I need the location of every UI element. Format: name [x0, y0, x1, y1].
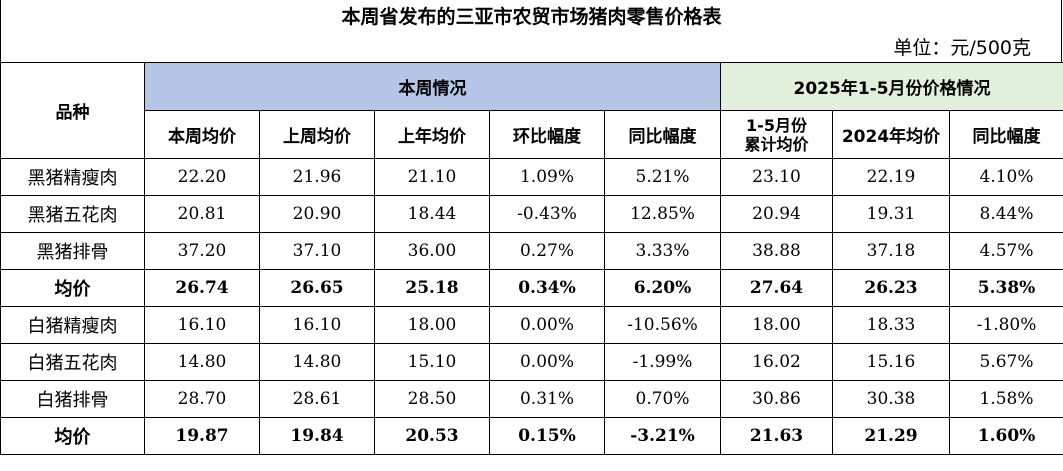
value-cell: 12.85% [603, 195, 722, 233]
value-cell: 14.80 [259, 343, 375, 381]
value-cell: 19.87 [144, 417, 260, 455]
value-cell: 19.31 [832, 195, 951, 233]
average-row: 均价 19.87 19.84 20.53 0.15% -3.21% 21.63 21.29 1.… [0, 417, 1063, 455]
column-header: 2024年均价 [832, 110, 951, 159]
value-cell: 37.10 [259, 232, 375, 270]
value-cell: 5.38% [949, 269, 1063, 307]
value-cell: 28.70 [144, 380, 260, 418]
variety-cell: 均价 [0, 417, 145, 455]
period-group-header: 2025年1-5月份价格情况 [720, 62, 1063, 111]
value-cell: 22.20 [144, 158, 260, 196]
value-cell: 28.50 [374, 380, 490, 418]
value-cell: 4.10% [949, 158, 1063, 196]
table-row: 白猪精瘦肉 16.10 16.10 18.00 0.00% -10.56% 18.00 18.… [0, 306, 1063, 344]
value-cell: 1.58% [949, 380, 1063, 418]
value-cell: 0.34% [489, 269, 605, 307]
value-cell: 38.88 [720, 232, 834, 270]
value-cell: 28.61 [259, 380, 375, 418]
table-row: 白猪排骨 28.70 28.61 28.50 0.31% 0.70% 30.86 30.38 1… [0, 380, 1063, 418]
value-cell: -3.21% [603, 417, 722, 455]
value-cell: 6.20% [603, 269, 722, 307]
value-cell: 22.19 [832, 158, 951, 196]
variety-cell: 黑猪五花肉 [0, 195, 145, 233]
table-title: 本周省发布的三亚市农贸市场猪肉零售价格表 [341, 6, 722, 28]
value-cell: 19.84 [259, 417, 375, 455]
value-cell: 14.80 [144, 343, 260, 381]
value-cell: 20.53 [374, 417, 490, 455]
variety-cell: 黑猪精瘦肉 [0, 158, 145, 196]
price-table: 品种 本周情况 2025年1-5月份价格情况 本周均价 上周均价 上年均价 环比… [0, 62, 1063, 455]
value-cell: 0.31% [489, 380, 605, 418]
value-cell: 16.10 [144, 306, 260, 344]
value-cell: 30.38 [832, 380, 951, 418]
value-cell: 26.23 [832, 269, 951, 307]
variety-cell: 白猪精瘦肉 [0, 306, 145, 344]
table-row: 黑猪五花肉 20.81 20.90 18.44 -0.43% 12.85% 20.94 19.… [0, 195, 1063, 233]
value-cell: 27.64 [720, 269, 834, 307]
variety-cell: 白猪排骨 [0, 380, 145, 418]
value-cell: 23.10 [720, 158, 834, 196]
value-cell: 26.74 [144, 269, 260, 307]
value-cell: -1.80% [949, 306, 1063, 344]
variety-cell: 均价 [0, 269, 145, 307]
value-cell: 21.63 [720, 417, 834, 455]
this-week-group-header: 本周情况 [143, 62, 722, 111]
value-cell: 0.15% [489, 417, 605, 455]
value-cell: 18.00 [720, 306, 834, 344]
value-cell: 21.10 [374, 158, 490, 196]
value-cell: 18.00 [374, 306, 490, 344]
value-cell: 5.21% [603, 158, 722, 196]
value-cell: 4.57% [949, 232, 1063, 270]
value-cell: 18.44 [374, 195, 490, 233]
column-header: 同比幅度 [603, 110, 722, 159]
table-row: 白猪五花肉 14.80 14.80 15.10 0.00% -1.99% 16.02 15.1… [0, 343, 1063, 381]
column-header: 上年均价 [374, 110, 490, 159]
variety-header: 品种 [0, 62, 145, 159]
value-cell: 5.67% [949, 343, 1063, 381]
value-cell: -0.43% [489, 195, 605, 233]
column-header: 本周均价 [144, 110, 260, 159]
value-cell: 37.20 [144, 232, 260, 270]
table-frame-top [0, 0, 1062, 62]
value-cell: 1.09% [489, 158, 605, 196]
value-cell: -1.99% [603, 343, 722, 381]
value-cell: 37.18 [832, 232, 951, 270]
value-cell: 25.18 [374, 269, 490, 307]
value-cell: 20.94 [720, 195, 834, 233]
value-cell: 8.44% [949, 195, 1063, 233]
value-cell: 20.90 [259, 195, 375, 233]
value-cell: 15.10 [374, 343, 490, 381]
value-cell: 1.60% [949, 417, 1063, 455]
value-cell: 20.81 [144, 195, 260, 233]
value-cell: 30.86 [720, 380, 834, 418]
value-cell: 18.33 [832, 306, 951, 344]
variety-cell: 白猪五花肉 [0, 343, 145, 381]
value-cell: 0.27% [489, 232, 605, 270]
value-cell: 3.33% [603, 232, 722, 270]
value-cell: 26.65 [259, 269, 375, 307]
table-body: 黑猪精瘦肉 22.20 21.96 21.10 1.09% 5.21% 23.10 22.19… [0, 158, 1063, 455]
unit-label: 单位：元/500克 [893, 37, 1031, 59]
value-cell: 0.00% [489, 306, 605, 344]
average-row: 均价 26.74 26.65 25.18 0.34% 6.20% 27.64 26.23 5.3… [0, 269, 1063, 307]
value-cell: 21.96 [259, 158, 375, 196]
column-header: 1-5月份 累计均价 [720, 110, 834, 159]
column-header: 上周均价 [259, 110, 375, 159]
value-cell: 15.16 [832, 343, 951, 381]
value-cell: 16.10 [259, 306, 375, 344]
value-cell: 16.02 [720, 343, 834, 381]
variety-cell: 黑猪排骨 [0, 232, 145, 270]
table-row: 黑猪精瘦肉 22.20 21.96 21.10 1.09% 5.21% 23.10 22.19… [0, 158, 1063, 196]
table-row: 黑猪排骨 37.20 37.10 36.00 0.27% 3.33% 38.88 37.18 4… [0, 232, 1063, 270]
value-cell: 36.00 [374, 232, 490, 270]
column-header: 环比幅度 [489, 110, 605, 159]
value-cell: 0.70% [603, 380, 722, 418]
value-cell: 21.29 [832, 417, 951, 455]
value-cell: -10.56% [603, 306, 722, 344]
column-header: 同比幅度 [949, 110, 1063, 159]
value-cell: 0.00% [489, 343, 605, 381]
